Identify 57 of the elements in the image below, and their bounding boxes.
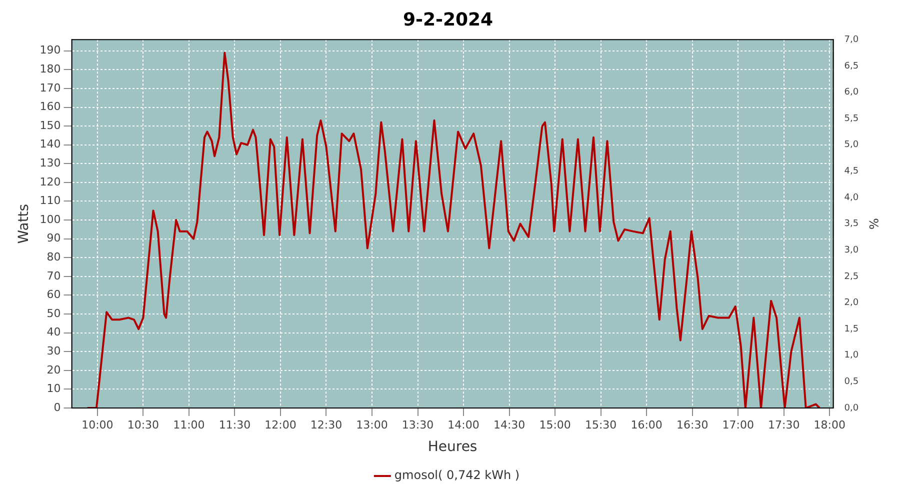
y-tick-label: 20 <box>46 363 61 376</box>
y-tick-label: 70 <box>46 269 61 282</box>
y2-axis-title: % <box>866 218 881 230</box>
y-tick-label: 30 <box>46 344 61 358</box>
y-tick-label: 100 <box>40 212 61 226</box>
y-tick-label: 0 <box>54 400 61 414</box>
x-tick-label: 10:00 <box>82 418 114 432</box>
y2-tick-label: 3,5 <box>844 219 859 230</box>
x-tick-label: 10:30 <box>127 418 160 432</box>
y2-tick-label: 1,5 <box>844 324 859 334</box>
x-tick-label: 13:00 <box>356 418 388 432</box>
y-tick-label: 140 <box>40 138 61 151</box>
y2-tick-label: 5,0 <box>844 140 859 150</box>
x-tick-label: 14:00 <box>448 418 480 432</box>
y-tick-label: 190 <box>40 44 61 57</box>
x-tick-label: 18:00 <box>814 418 846 432</box>
y-tick-label: 60 <box>46 288 61 302</box>
y-axis-title: Watts <box>16 204 32 244</box>
y-tick-label: 40 <box>46 326 61 339</box>
x-tick-label: 14:30 <box>493 418 526 432</box>
y-tick-label: 110 <box>40 194 61 208</box>
y-tick-label: 160 <box>40 100 61 114</box>
y-tick-label: 120 <box>40 175 61 188</box>
y2-tick-label: 5,5 <box>844 114 859 124</box>
chart-title: 9-2-2024 <box>402 9 494 30</box>
x-tick-label: 11:00 <box>173 418 205 432</box>
y2-tick-label: 4,5 <box>844 166 859 177</box>
y-tick-label: 80 <box>46 250 61 264</box>
x-tick-label: 13:30 <box>402 418 434 432</box>
y2-tick-label: 6,5 <box>844 61 859 72</box>
y2-tick-label: 6,0 <box>844 88 859 98</box>
x-tick-label: 17:00 <box>722 418 754 432</box>
x-tick-label: 11:30 <box>218 418 251 432</box>
x-tick-label: 12:00 <box>264 418 296 432</box>
y2-tick-label: 7,0 <box>844 34 859 45</box>
x-axis-title: Heures <box>428 439 478 456</box>
y-tick-label: 180 <box>40 62 61 76</box>
x-tick-label: 15:30 <box>584 418 617 432</box>
x-tick-label: 17:30 <box>768 418 800 432</box>
y-tick-label: 130 <box>40 156 61 170</box>
y2-tick-label: 4,0 <box>844 192 859 203</box>
x-tick-label: 16:00 <box>630 418 662 432</box>
y2-tick-label: 0,0 <box>844 403 859 414</box>
y-tick-label: 50 <box>46 306 61 320</box>
y-tick-label: 90 <box>46 232 61 245</box>
legend-label: gmosol( 0,742 kWh ) <box>394 468 520 482</box>
y-tick-label: 10 <box>46 382 61 396</box>
y2-tick-label: 0,5 <box>844 377 859 388</box>
x-tick-label: 16:30 <box>676 418 708 432</box>
y2-tick-label: 3,0 <box>844 245 859 256</box>
x-tick-label: 15:00 <box>539 418 571 432</box>
x-tick-label: 12:30 <box>310 418 342 432</box>
y2-tick-label: 2,0 <box>844 298 859 308</box>
y-tick-label: 150 <box>40 118 61 132</box>
y2-tick-label: 2,5 <box>844 272 859 282</box>
y2-tick-label: 1,0 <box>844 350 859 361</box>
y-tick-label: 170 <box>40 81 61 94</box>
